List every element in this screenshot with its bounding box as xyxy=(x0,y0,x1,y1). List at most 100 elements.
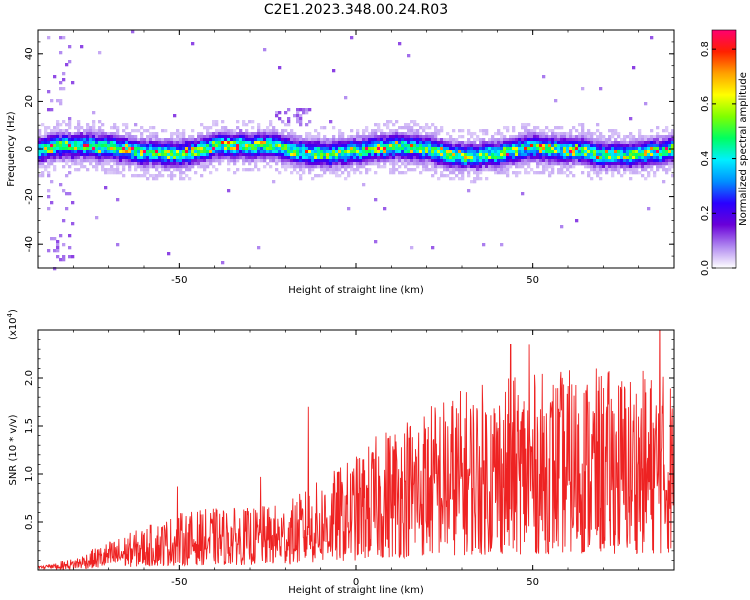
spectrogram-cell xyxy=(86,129,90,133)
spectrogram-cell xyxy=(392,159,396,163)
spectrogram-cell xyxy=(416,147,420,151)
spectrogram-cell xyxy=(347,153,351,157)
spectrogram-cell xyxy=(383,207,387,211)
spectrogram-cell xyxy=(221,126,225,130)
spectrogram-cell xyxy=(515,135,519,139)
spectrogram-cell xyxy=(350,162,354,166)
spectrogram-cell xyxy=(332,138,336,142)
spectrogram-cell xyxy=(356,135,360,139)
spectrogram-cell xyxy=(326,165,330,169)
spectrogram-cell xyxy=(443,168,447,172)
spectrogram-cell xyxy=(470,162,474,166)
spectrogram-cell xyxy=(74,159,78,163)
spectrogram-cell xyxy=(500,153,504,157)
spectrogram-cell xyxy=(362,129,366,133)
spectrogram-cell xyxy=(77,129,81,133)
spectrogram-cell xyxy=(131,159,135,163)
spectrogram-cell xyxy=(479,156,483,160)
spectrogram-cell xyxy=(143,174,147,178)
spectrogram-cell xyxy=(650,144,654,148)
snr-y-axis-label: SNR (10 * v/v) xyxy=(8,414,19,485)
spectrogram-cell xyxy=(365,144,369,148)
spectrogram-cell xyxy=(458,129,462,133)
spectrogram-cell xyxy=(200,150,204,154)
spectrogram-cell xyxy=(368,132,372,136)
spectrogram-cell xyxy=(521,159,525,163)
spectrogram-cell xyxy=(560,135,564,139)
spectrogram-cell xyxy=(521,153,525,157)
spectrogram-cell xyxy=(656,165,660,169)
spectrogram-cell xyxy=(182,165,186,169)
snr-y-tick-label: 1.0 xyxy=(24,466,35,482)
spectrogram-cell xyxy=(554,159,558,163)
spectrogram-cell xyxy=(164,150,168,154)
spectrogram-cell xyxy=(386,120,390,124)
spectrogram-cell xyxy=(161,138,165,142)
spectrogram-cell xyxy=(122,156,126,160)
spectrogram-cell xyxy=(299,123,303,127)
spectrogram-cell xyxy=(125,162,129,166)
spectrogram-cell xyxy=(47,132,51,136)
spectrogram-cell xyxy=(410,246,414,250)
spectrogram-cell xyxy=(524,162,528,166)
spectrogram-cell xyxy=(431,144,435,148)
spectrogram-cell xyxy=(665,162,669,166)
spectrogram-cell xyxy=(416,141,420,145)
spectrogram-cell xyxy=(356,147,360,151)
spectrogram-cell xyxy=(365,141,369,145)
spectrogram-cell xyxy=(533,135,537,139)
spectrogram-cell xyxy=(383,159,387,163)
spectrogram-cell xyxy=(248,120,252,124)
spectrogram-cell xyxy=(53,249,57,253)
spectrogram-cell xyxy=(185,141,189,145)
spectrogram-cell xyxy=(365,129,369,133)
spectrogram-cell xyxy=(296,135,300,139)
spectrogram-cell xyxy=(356,156,360,160)
spectrogram-cell xyxy=(305,135,309,139)
spectrogram-cell xyxy=(98,150,102,154)
spectrogram-cell xyxy=(101,156,105,160)
spectrogram-cell xyxy=(563,144,567,148)
spectrogram-cell xyxy=(506,159,510,163)
spectrogram-cell xyxy=(566,156,570,160)
spectrogram-cell xyxy=(305,156,309,160)
spectrogram-cell xyxy=(497,165,501,169)
spectrogram-cell xyxy=(521,192,525,196)
spectrogram-cell xyxy=(134,165,138,169)
spectrogram-cell xyxy=(179,138,183,142)
spectrogram-cell xyxy=(662,147,666,151)
spectrogram-cell xyxy=(368,162,372,166)
spectrogram-cell xyxy=(80,156,84,160)
spectrogram-cell xyxy=(539,141,543,145)
spectrogram-cell xyxy=(623,165,627,169)
spectrogram-cell xyxy=(341,135,345,139)
spectrogram-cell xyxy=(530,144,534,148)
spectrogram-cell xyxy=(392,132,396,136)
spectrogram-cell xyxy=(38,138,42,142)
spectrogram-cell xyxy=(665,147,669,151)
spectrogram-cell xyxy=(407,147,411,151)
spectrogram-cell xyxy=(194,144,198,148)
spectrogram-cell xyxy=(377,129,381,133)
spectrogram-cell xyxy=(617,135,621,139)
spectrogram-cell xyxy=(188,177,192,181)
spectrogram-cell xyxy=(215,156,219,160)
spectrogram-cell xyxy=(542,141,546,145)
spectrogram-cell xyxy=(179,165,183,169)
spectrogram-cell xyxy=(629,153,633,157)
spectrogram-cell xyxy=(440,129,444,133)
spectrogram-cell xyxy=(104,132,108,136)
spectrogram-cell xyxy=(284,123,288,127)
spectrogram-cell xyxy=(563,141,567,145)
spectrogram-cell xyxy=(449,147,453,151)
spectrogram-cell xyxy=(47,189,51,193)
spectrogram-cell xyxy=(404,144,408,148)
spectrogram-cell xyxy=(407,129,411,133)
spectrogram-cell xyxy=(653,147,657,151)
spectrogram-cell xyxy=(284,153,288,157)
spectrogram-cell xyxy=(317,153,321,157)
spectrogram-cell xyxy=(572,153,576,157)
spectrogram-cell xyxy=(59,258,63,262)
spectrogram-cell xyxy=(158,174,162,178)
spectrogram-cell xyxy=(467,189,471,193)
